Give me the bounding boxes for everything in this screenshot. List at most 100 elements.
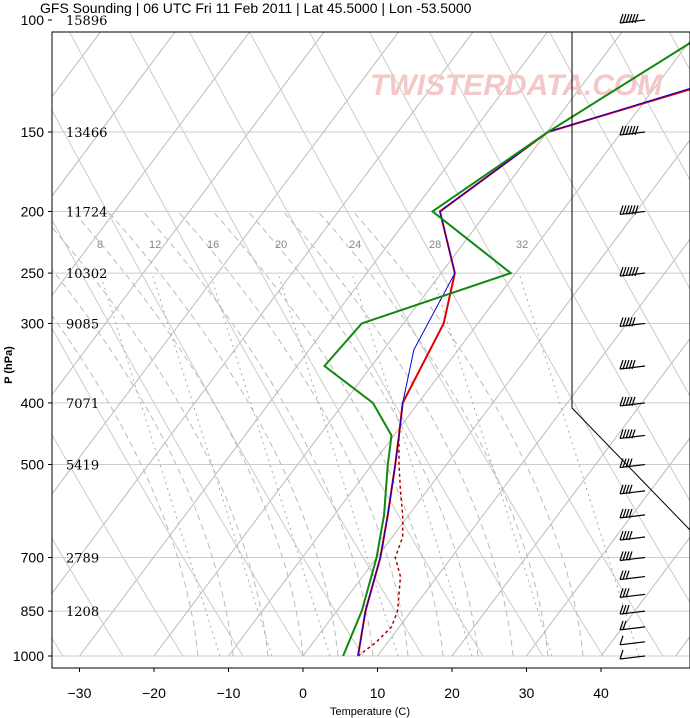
height-label: 13466: [66, 126, 107, 141]
mixing-ratio-label: 28: [429, 239, 441, 251]
dry-adiabat: [68, 32, 424, 657]
dry-adiabat: [248, 32, 604, 657]
moist-adiabat: [352, 211, 584, 657]
dry-adiabat: [548, 32, 690, 290]
plot-area: 8 12 16 20 24 28 32 TWISTERDATA.COM: [0, 0, 690, 657]
y-axis-label: P (hPa): [3, 346, 15, 384]
dry-adiabat: [52, 219, 304, 657]
wind-barb: [619, 266, 646, 277]
moist-adiabat: [212, 211, 444, 657]
y-tick-label: 250: [21, 265, 45, 281]
x-tick-label: 30: [519, 685, 535, 701]
wind-barb: [619, 635, 646, 646]
watermark-text: TWISTERDATA.COM: [370, 69, 663, 102]
mixing-ratio-line: [431, 272, 553, 657]
isotherm-line: [526, 437, 690, 657]
x-tick-label: −30: [68, 685, 92, 701]
x-tick-label: −10: [217, 685, 241, 701]
x-tick-label: −20: [142, 685, 166, 701]
x-tick-label: 40: [593, 685, 609, 701]
wind-panel-border: [571, 32, 690, 531]
moist-adiabat: [107, 211, 339, 657]
isotherm-line: [0, 0, 9, 656]
dry-adiabat: [608, 32, 690, 182]
mixing-ratio-line: [518, 272, 640, 657]
moist-adiabat: [177, 211, 409, 657]
chart-title: GFS Sounding | 06 UTC Fri 11 Feb 2011 | …: [40, 0, 472, 16]
moist-adiabat: [52, 226, 269, 657]
wind-barb: [619, 530, 646, 541]
height-label: 1208: [66, 605, 99, 620]
height-label: 10302: [66, 267, 107, 282]
y-tick-label: 400: [21, 395, 45, 411]
isotherm-line: [52, 32, 325, 396]
dry-adiabat: [428, 32, 690, 502]
height-label: 11724: [66, 205, 107, 220]
dry-adiabat: [52, 327, 244, 657]
height-label: 7071: [66, 397, 99, 412]
x-tick-label: 0: [299, 685, 307, 701]
y-tick-label: 500: [21, 457, 45, 473]
moist-adiabat: [247, 211, 479, 657]
dry-adiabat: [0, 20, 3, 656]
isotherm-line: [228, 39, 690, 657]
dry-adiabat: [188, 32, 544, 657]
moist-adiabat: [52, 269, 234, 657]
wind-barb: [619, 570, 646, 581]
dry-adiabat: [52, 537, 124, 657]
mixing-ratio-label: 24: [349, 239, 361, 251]
wind-barb: [619, 620, 646, 631]
y-tick-label: 1000: [13, 648, 44, 664]
mixing-ratio-line: [351, 272, 473, 657]
wind-barb: [619, 649, 646, 660]
y-tick-label: 150: [21, 124, 45, 140]
wind-barb: [619, 484, 646, 495]
wind-barb: [619, 588, 646, 598]
dry-adiabat: [488, 32, 690, 397]
series-line-2: [323, 41, 690, 657]
x-axis-label: Temperature (C): [330, 706, 410, 718]
isotherm-line: [52, 32, 251, 297]
wind-barb: [619, 317, 646, 328]
height-label: 9085: [66, 317, 99, 332]
isotherm-line: [600, 536, 690, 657]
mixing-ratio-line: [209, 272, 331, 657]
moist-adiabat: [72, 211, 304, 657]
mixing-ratio-line: [151, 272, 273, 657]
isotherm-line: [52, 32, 102, 98]
dry-adiabat: [668, 32, 690, 71]
isotherm-line: [302, 139, 690, 657]
dry-adiabat: [128, 32, 484, 657]
wind-barb: [619, 13, 646, 24]
moist-adiabat: [282, 211, 514, 657]
height-label: 5419: [66, 459, 99, 474]
wind-barb: [619, 125, 646, 136]
isotherm-line: [451, 337, 690, 657]
wind-barb: [619, 551, 646, 562]
y-tick-label: 850: [21, 603, 45, 619]
moist-adiabat: [142, 211, 374, 657]
y-tick-label: 200: [21, 203, 45, 219]
x-tick-label: 20: [444, 685, 460, 701]
x-tick-label: 10: [370, 685, 386, 701]
y-tick-label: 100: [21, 12, 45, 28]
isotherm-line: [52, 32, 176, 197]
wind-barb: [619, 359, 646, 370]
mixing-ratio-label: 16: [207, 239, 219, 251]
mixing-ratio-line: [277, 272, 399, 657]
moist-adiabat: [317, 211, 549, 657]
wind-barb: [619, 508, 646, 519]
mixing-ratio-label: 12: [149, 239, 161, 251]
wind-barb: [619, 458, 646, 469]
wind-barb: [619, 604, 646, 615]
y-tick-label: 700: [21, 549, 45, 565]
mixing-ratio-line: [99, 272, 221, 657]
plot-frame: [51, 31, 690, 669]
isotherm-line: [52, 32, 400, 495]
wind-barb: [619, 205, 646, 216]
isotherm-line: [52, 32, 474, 595]
mixing-ratio-label: 20: [275, 239, 287, 251]
series-line-3: [357, 435, 404, 657]
